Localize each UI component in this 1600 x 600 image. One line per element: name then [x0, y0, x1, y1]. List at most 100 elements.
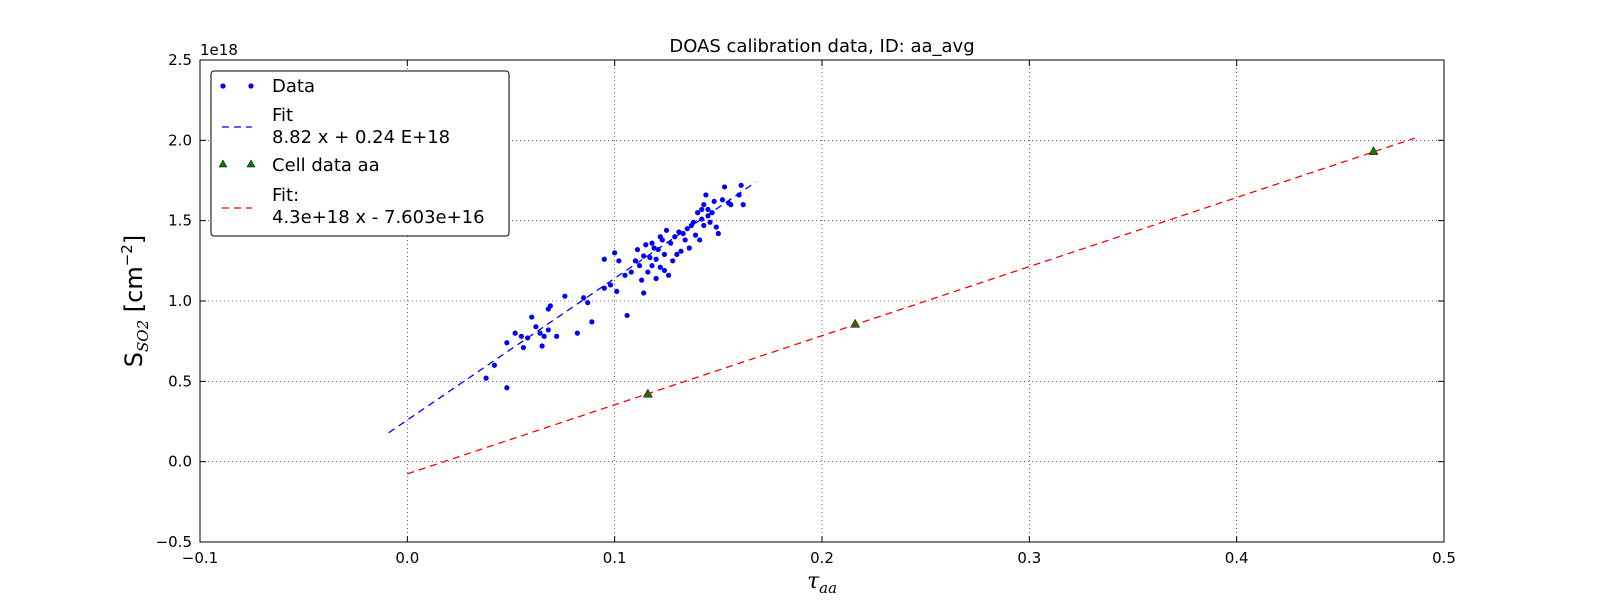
- data-point: [537, 330, 543, 336]
- data-point: [562, 293, 568, 299]
- data-point: [728, 202, 734, 208]
- x-tick-label: 0.5: [1432, 549, 1456, 567]
- x-axis-label: τaa: [807, 569, 837, 597]
- legend-label-red-fit-1: Fit:: [272, 185, 299, 206]
- data-point: [661, 267, 668, 274]
- data-point: [740, 202, 746, 208]
- y-tick-label: 1.0: [168, 292, 192, 310]
- legend-entry-data: Data: [220, 76, 315, 97]
- data-point: [504, 385, 510, 391]
- data-point: [651, 245, 657, 251]
- data-point: [721, 184, 728, 190]
- data-point: [703, 192, 709, 198]
- data-point: [601, 285, 607, 291]
- y-offset-label: 1e18: [200, 41, 238, 59]
- data-point: [601, 256, 607, 262]
- legend-entry-blue-fit: Fit 8.82 x + 0.24 E+18: [222, 105, 450, 148]
- data-point: [695, 210, 701, 216]
- y-tick-label: 0.5: [168, 372, 192, 390]
- data-point: [699, 206, 705, 213]
- data-point: [697, 237, 703, 243]
- data-point: [607, 282, 614, 288]
- data-point: [719, 197, 726, 203]
- data-point: [634, 246, 641, 253]
- x-axis-label-sub: aa: [819, 579, 837, 597]
- y-tick-label: 2.5: [168, 51, 192, 69]
- data-point: [645, 269, 651, 275]
- y-tick-label: 0.0: [168, 453, 192, 471]
- y-axis-label-exp: −2: [118, 244, 136, 266]
- data-point: [539, 343, 545, 349]
- data-point: [483, 375, 489, 381]
- data-point: [574, 330, 580, 336]
- data-point: [670, 258, 676, 264]
- data-point: [647, 255, 653, 261]
- data-point: [668, 240, 674, 246]
- fit-line-3: [407, 137, 1416, 475]
- data-point: [649, 240, 655, 246]
- data-point: [641, 290, 647, 296]
- data-point: [589, 319, 595, 325]
- data-point: [653, 275, 659, 282]
- legend-entry-cell-data: Cell data aa: [218, 155, 380, 176]
- data-point: [715, 230, 721, 237]
- data-point: [738, 182, 744, 188]
- data-point: [585, 300, 591, 306]
- y-axis-label: SSO2 [cm−2]: [118, 235, 152, 367]
- data-point: [701, 202, 707, 208]
- data-point: [682, 237, 688, 243]
- data-point: [686, 245, 692, 251]
- legend-label-red-fit-2: 4.3e+18 x - 7.603e+16: [272, 207, 485, 228]
- legend-marker-data-1: [220, 83, 226, 89]
- y-axis-label-sub: SO2: [134, 320, 152, 352]
- legend-label-blue-fit-2: 8.82 x + 0.24 E+18: [272, 127, 450, 148]
- data-point: [580, 295, 587, 301]
- data-point: [711, 198, 717, 204]
- x-tick-label: −0.1: [182, 549, 218, 567]
- data-point: [663, 227, 670, 233]
- y-axis-label-close: ]: [120, 235, 148, 244]
- legend-box: [210, 70, 510, 237]
- data-point: [541, 333, 547, 339]
- data-point: [636, 263, 643, 269]
- data-point: [624, 312, 630, 319]
- x-tick-label: 0.3: [1017, 549, 1041, 567]
- data-point: [705, 206, 711, 213]
- data-point: [653, 256, 659, 262]
- y-tick-label: 1.5: [168, 212, 192, 230]
- data-point: [672, 234, 678, 240]
- data-point: [491, 362, 498, 368]
- data-point: [639, 277, 645, 283]
- data-point: [661, 251, 668, 258]
- x-tick-label: 0.1: [603, 549, 627, 567]
- data-point: [674, 251, 680, 258]
- data-point: [690, 219, 697, 225]
- data-point: [692, 232, 699, 238]
- series-layer: [388, 137, 1416, 475]
- data-point: [628, 269, 634, 275]
- legend-marker-cell-2: [246, 159, 256, 168]
- data-point: [707, 219, 713, 225]
- legend-label-data: Data: [272, 76, 315, 97]
- y-axis-label-main: S: [120, 352, 148, 367]
- data-point: [622, 272, 628, 278]
- data-point: [701, 222, 707, 229]
- data-point: [518, 333, 524, 339]
- chart-title: DOAS calibration data, ID: aa_avg: [669, 36, 974, 57]
- data-point: [554, 333, 560, 339]
- y-tick-label: 2.0: [168, 131, 192, 149]
- data-point: [533, 324, 539, 330]
- data-point: [529, 314, 535, 320]
- x-axis-ticks: −0.1 0.0 0.1 0.2 0.3 0.4 0.5: [182, 60, 1456, 567]
- fit-line-1: [388, 181, 757, 434]
- data-point: [709, 210, 715, 216]
- y-axis-ticks: −0.5 0.0 0.5 1.0 1.5 2.0 2.5: [156, 51, 1444, 551]
- legend-marker-cell-1: [218, 159, 228, 168]
- data-point: [659, 237, 665, 243]
- data-point: [616, 258, 622, 264]
- data-point: [612, 250, 618, 256]
- x-tick-label: 0.0: [395, 549, 419, 567]
- data-point: [641, 253, 647, 259]
- data-point: [680, 230, 686, 237]
